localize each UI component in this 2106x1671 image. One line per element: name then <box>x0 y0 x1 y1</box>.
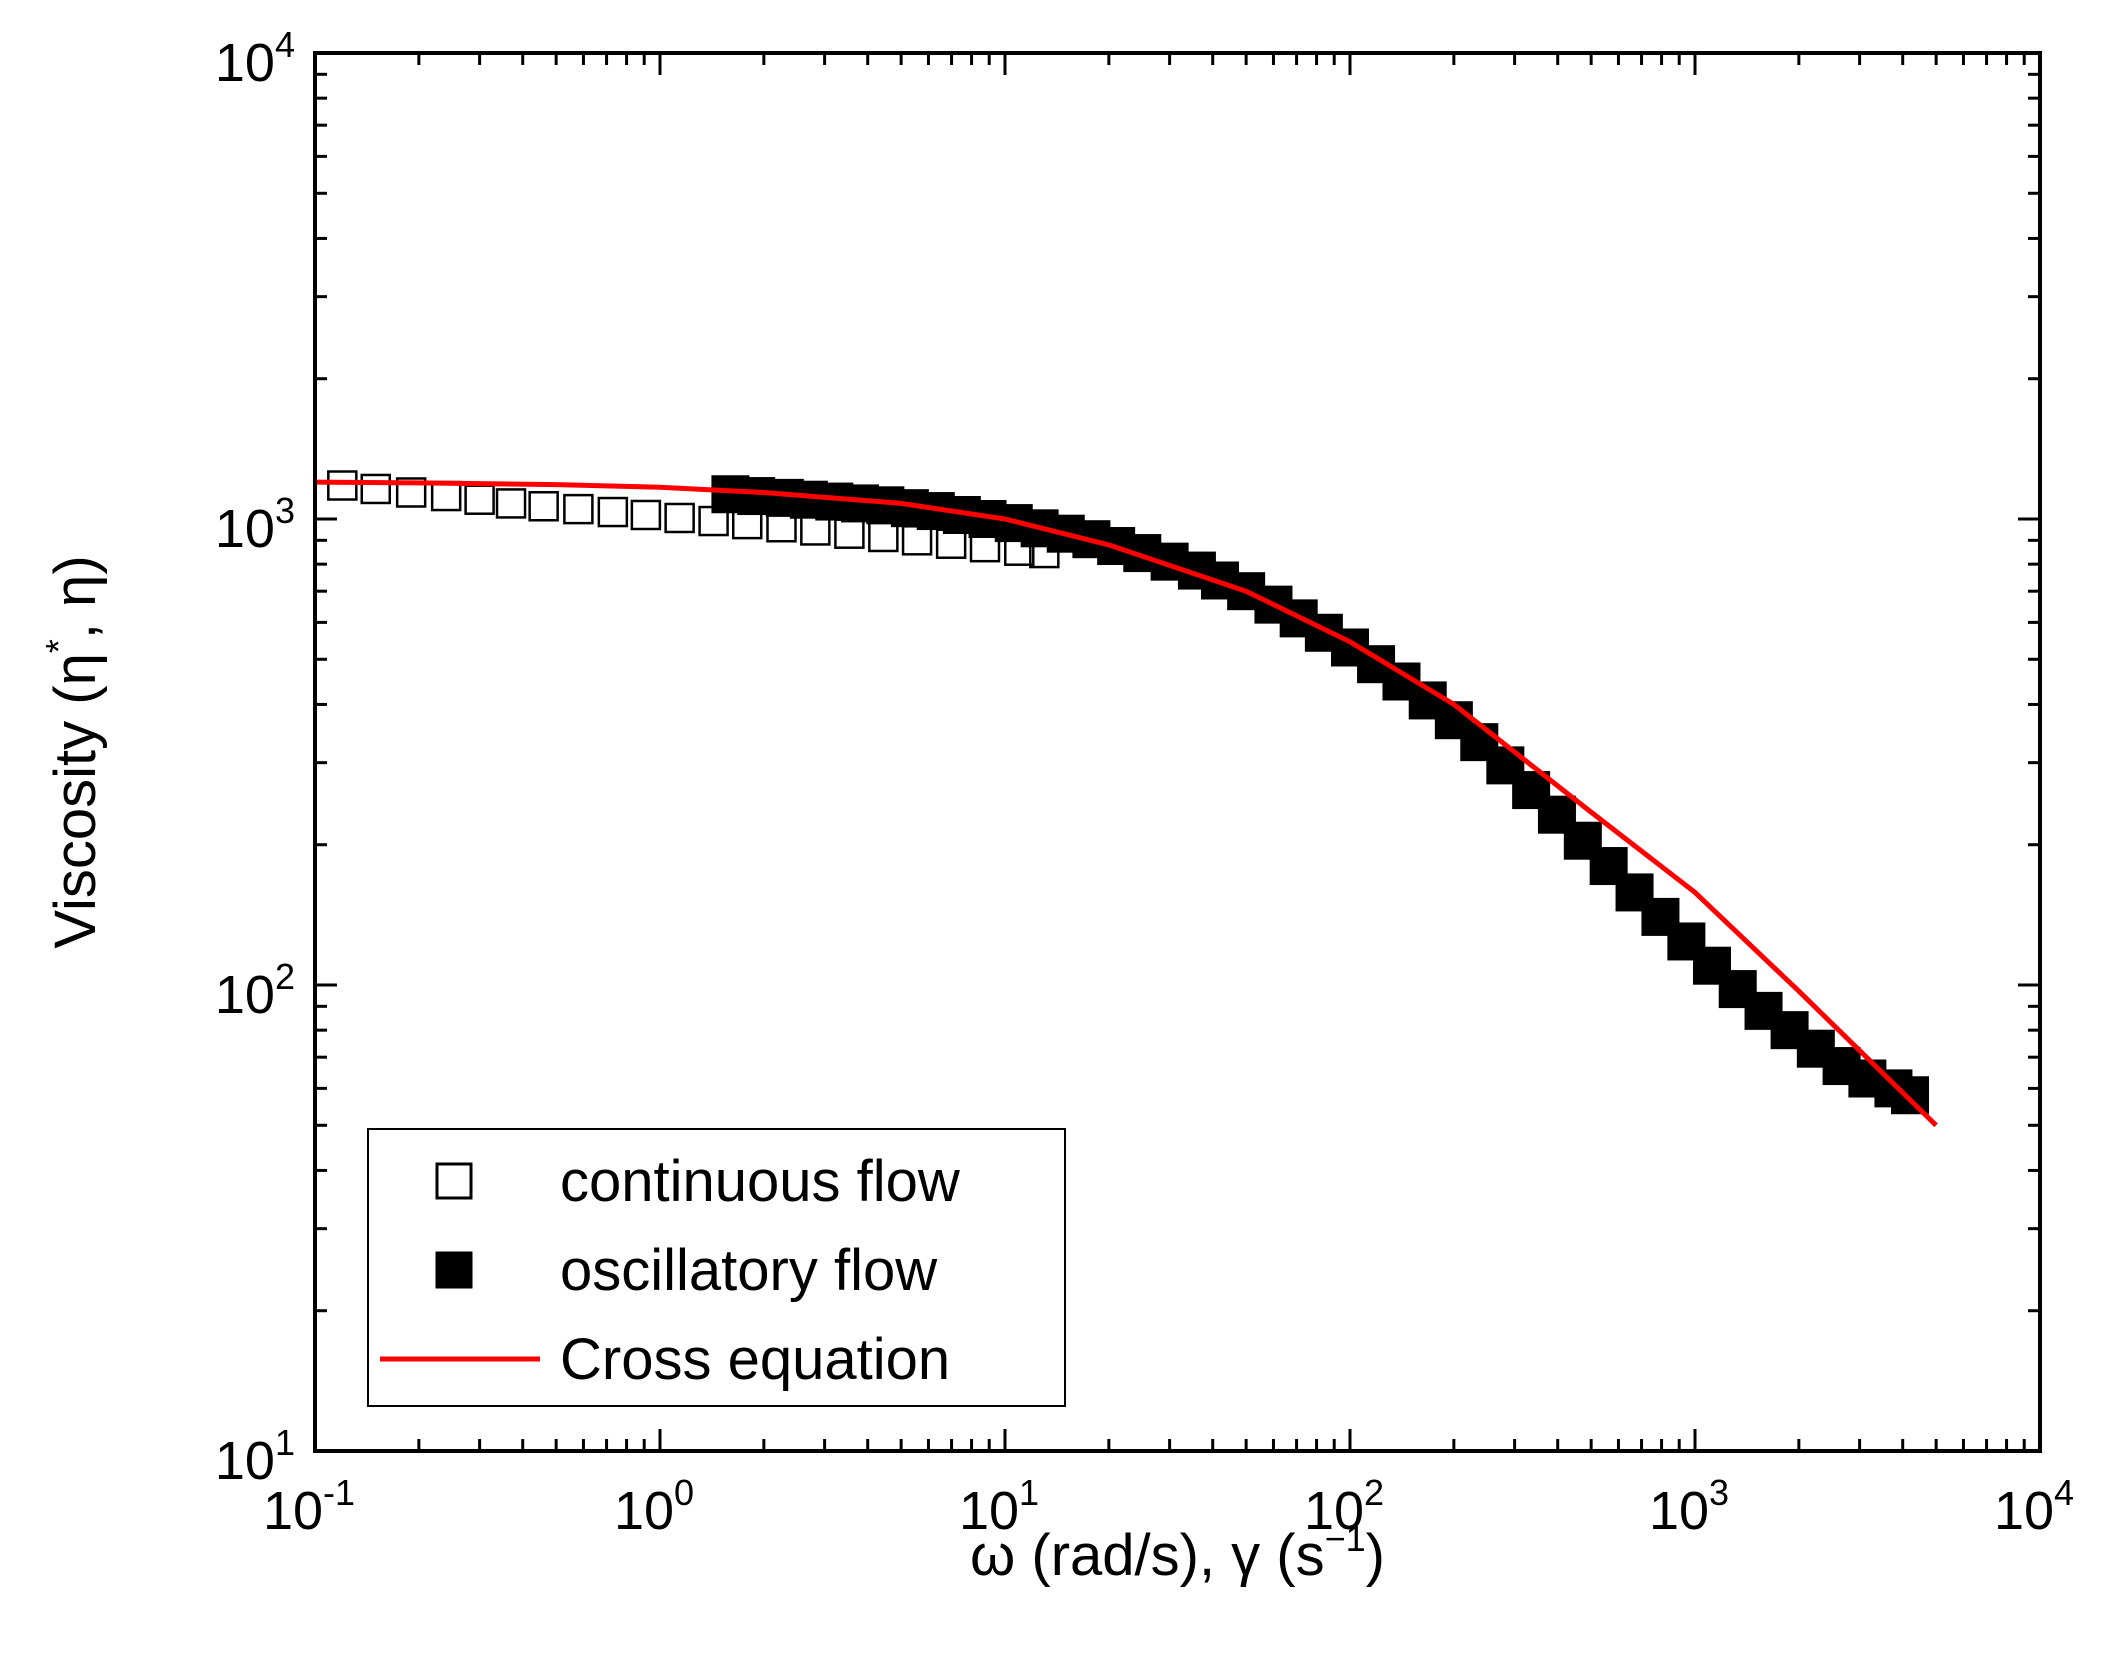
series-oscillatory-flow <box>711 475 1930 1115</box>
cross-equation-line <box>314 479 1938 1128</box>
data-point-oscillatory <box>1589 847 1628 886</box>
data-point-continuous <box>597 496 629 528</box>
data-point-continuous <box>834 518 865 549</box>
y-tick-label: 102 <box>215 956 295 1025</box>
x-axis-title: ω (rad/s), γ (s−1) <box>970 1518 1385 1588</box>
y-axis-title-sup: * <box>38 639 79 653</box>
data-point-continuous <box>630 499 662 531</box>
y-axis-title-main: Viscosity (η <box>43 653 108 948</box>
plot-frame <box>313 51 2042 1453</box>
data-point-continuous <box>360 473 392 505</box>
data-point-continuous <box>327 470 358 501</box>
y-axis-title: Viscosity (η*, η) <box>38 555 108 948</box>
data-point-continuous <box>563 493 594 525</box>
legend-label-oscillatory-flow: oscillatory flow <box>560 1238 938 1303</box>
y-tick-label: 104 <box>215 24 295 93</box>
x-tick-label: 102 <box>1304 1472 1384 1541</box>
legend: continuous flow oscillatory flow Cross e… <box>367 1128 1066 1407</box>
data-point-continuous <box>868 521 899 553</box>
y-tick-label: 101 <box>215 1422 295 1491</box>
legend-marker-open-square <box>435 1162 473 1200</box>
data-point-continuous <box>395 477 427 508</box>
data-point-continuous <box>901 525 933 556</box>
x-axis-title-main: ω (rad/s), γ (s <box>970 1523 1325 1588</box>
x-tick-label: 100 <box>614 1472 694 1541</box>
legend-label-cross-equation: Cross equation <box>560 1327 950 1392</box>
data-point-oscillatory <box>1512 771 1551 810</box>
y-axis-title-close: , η) <box>43 555 108 639</box>
data-point-continuous <box>800 515 831 546</box>
x-tick-labels: 10-1 100 101 102 103 104 <box>263 1472 2074 1541</box>
x-axis-title-close: ) <box>1366 1523 1385 1588</box>
x-tick-label: 101 <box>959 1472 1039 1541</box>
data-point-continuous <box>464 484 495 515</box>
y-tick-labels: 101 102 103 104 <box>215 24 295 1491</box>
data-point-oscillatory <box>1891 1076 1930 1115</box>
y-tick-label: 103 <box>215 490 295 559</box>
series-cross-equation <box>314 479 1938 1128</box>
x-tick-label: 104 <box>1994 1472 2074 1541</box>
data-point-continuous <box>430 480 462 512</box>
data-point-continuous <box>528 491 559 522</box>
legend-marker-filled-square <box>435 1251 473 1289</box>
x-tick-label: 10-1 <box>263 1472 355 1541</box>
legend-label-continuous-flow: continuous flow <box>560 1149 961 1214</box>
x-axis-title-sup: −1 <box>1325 1518 1366 1559</box>
data-point-continuous <box>495 488 527 519</box>
x-tick-label: 103 <box>1649 1472 1729 1541</box>
data-point-continuous <box>664 502 695 534</box>
